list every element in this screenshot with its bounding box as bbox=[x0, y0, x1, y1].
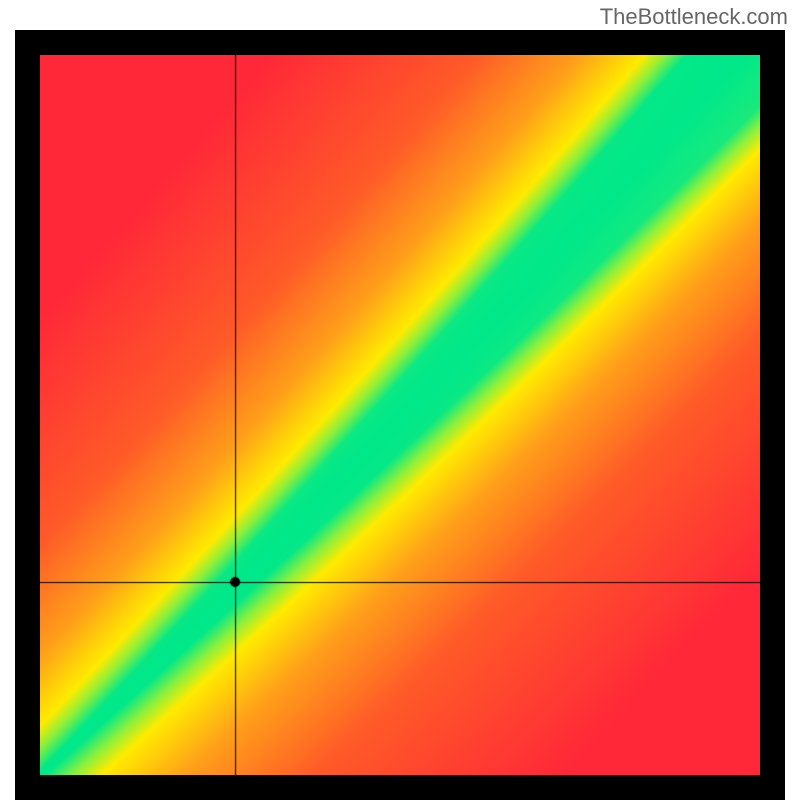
heatmap-canvas bbox=[40, 55, 760, 775]
chart-frame bbox=[15, 30, 785, 800]
watermark-text: TheBottleneck.com bbox=[600, 4, 788, 30]
